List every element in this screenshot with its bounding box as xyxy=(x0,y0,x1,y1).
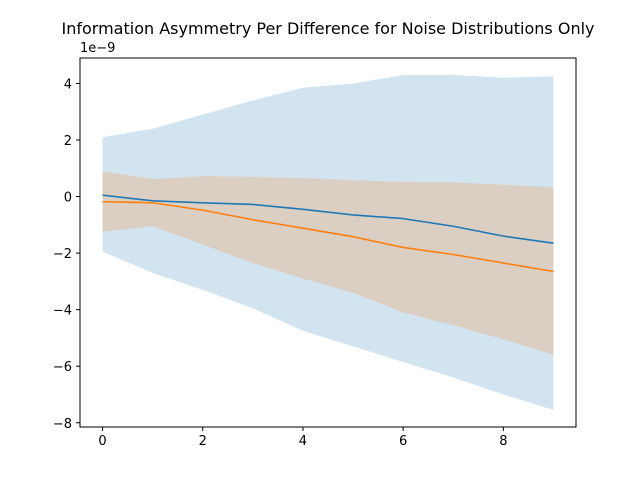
y-tick-label: −6 xyxy=(53,360,72,375)
series-1-band xyxy=(102,74,554,411)
x-tick-label: 2 xyxy=(199,434,207,449)
x-axis: 0 2 4 6 8 xyxy=(98,427,507,449)
x-tick-label: 8 xyxy=(499,434,507,449)
series-2-line xyxy=(102,200,554,273)
y-scale-label: 1e−9 xyxy=(80,41,115,56)
y-tick-label: 4 xyxy=(64,77,72,92)
series-1-line xyxy=(102,194,554,245)
series-lines xyxy=(102,194,554,273)
axes-frame xyxy=(79,57,577,428)
x-tick-label: 0 xyxy=(98,434,106,449)
y-tick-label: −8 xyxy=(53,417,72,432)
series-2-band xyxy=(102,171,554,355)
x-tick-label: 4 xyxy=(299,434,307,449)
y-tick-label: −2 xyxy=(53,247,72,262)
plot-area xyxy=(79,57,577,428)
x-tick-label: 6 xyxy=(399,434,407,449)
y-axis: 4 2 0 −2 −4 −6 −8 xyxy=(53,77,80,432)
chart-title: Information Asymmetry Per Difference for… xyxy=(62,19,595,38)
confidence-bands xyxy=(102,74,554,411)
y-tick-label: 2 xyxy=(64,134,72,149)
y-tick-label: −4 xyxy=(53,304,72,319)
y-tick-label: 0 xyxy=(64,191,72,206)
